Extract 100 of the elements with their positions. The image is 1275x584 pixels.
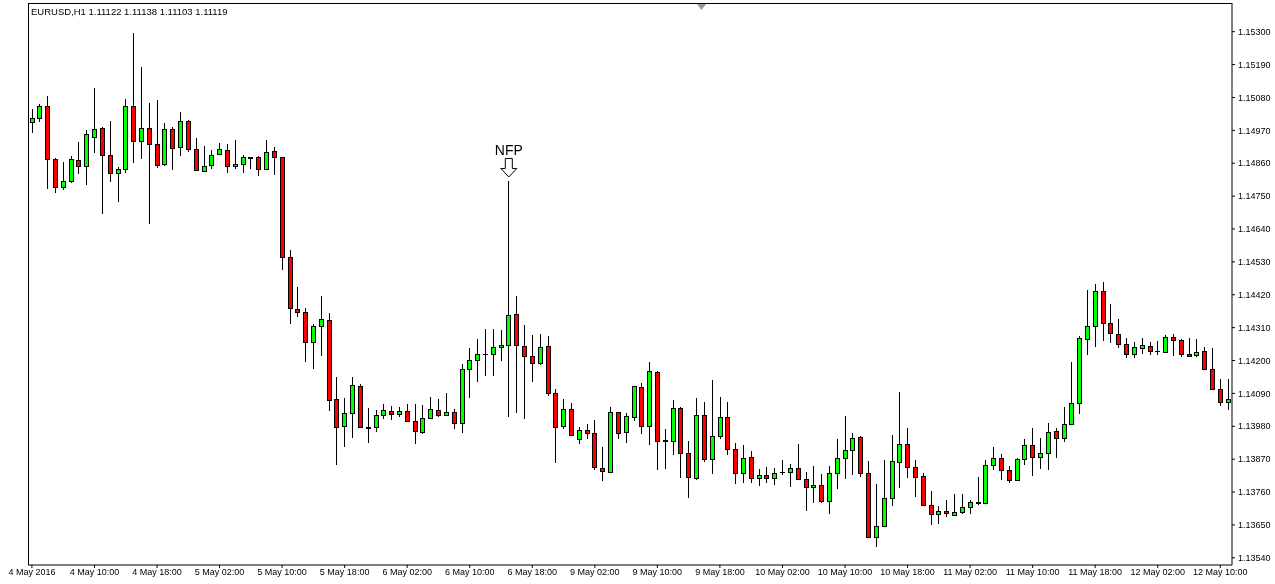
candlestick [1218, 378, 1223, 407]
candlestick [1108, 303, 1113, 344]
x-tick-label: 5 May 02:00 [194, 567, 245, 578]
candlestick [108, 120, 113, 183]
candlestick [710, 379, 715, 475]
candlestick [264, 139, 269, 171]
y-tick-label: 1.14200 [1238, 355, 1271, 366]
y-tick-label: 1.13870 [1238, 454, 1271, 465]
candlestick [76, 141, 81, 175]
y-tick-label: 1.14310 [1238, 322, 1271, 333]
x-tick-label: 11 May 02:00 [943, 567, 998, 578]
y-tick-label: 1.14090 [1238, 388, 1271, 399]
y-tick-label: 1.14860 [1238, 158, 1271, 169]
candlestick [1022, 438, 1027, 466]
candlestick [1038, 437, 1043, 470]
candlestick [749, 450, 754, 484]
candlestick [30, 108, 35, 134]
candlestick [147, 102, 152, 225]
x-tick-label: 11 May 10:00 [1005, 567, 1060, 578]
candlestick [420, 404, 425, 435]
candlestick [116, 166, 121, 203]
candlestick [960, 493, 965, 515]
candlestick [491, 328, 496, 377]
candlestick [538, 333, 543, 366]
chart-title: EURUSD,H1 1.11122 1.11138 1.11103 1.11119 [31, 6, 228, 18]
x-tick-label: 9 May 10:00 [632, 567, 683, 578]
candlestick [202, 145, 207, 172]
y-tick-label: 1.15190 [1238, 59, 1271, 70]
y-tick-label: 1.14420 [1238, 289, 1271, 300]
y-tick-label: 1.13650 [1238, 520, 1271, 531]
x-tick-label: 6 May 10:00 [444, 567, 495, 578]
candlestick [741, 444, 746, 484]
candlestick [256, 155, 261, 177]
y-tick-label: 1.14640 [1238, 224, 1271, 235]
candlestick [365, 407, 372, 444]
y-tick-label: 1.15300 [1238, 26, 1271, 37]
candlestick [530, 334, 535, 383]
candlestick [319, 295, 324, 357]
candlestick [913, 459, 918, 498]
candlestick [92, 87, 97, 154]
candlestick [413, 403, 418, 445]
candlestick [272, 146, 277, 176]
candlestick [467, 347, 472, 399]
candlestick [874, 483, 879, 548]
candlestick [975, 476, 982, 506]
candlestick [342, 397, 347, 448]
candlestick [905, 427, 910, 479]
candlestick [374, 409, 379, 433]
candlestick [452, 408, 457, 430]
x-tick-label: 9 May 18:00 [695, 567, 745, 578]
candlestick [624, 412, 629, 444]
x-tick-label: 9 May 02:00 [570, 567, 620, 578]
x-tick-label: 4 May 10:00 [69, 567, 120, 578]
candlestick [1069, 361, 1074, 425]
candlestick [194, 137, 199, 171]
candlestick [662, 428, 669, 470]
candlestick [819, 473, 824, 504]
candlestick [1085, 289, 1090, 356]
candlestick [155, 99, 160, 169]
y-tick-label: 1.13980 [1238, 421, 1271, 432]
y-tick-label: 1.14530 [1238, 257, 1271, 268]
x-tick-label: 12 May 02:00 [1130, 567, 1185, 578]
candlestick [718, 396, 723, 440]
y-tick-label: 1.14750 [1238, 191, 1271, 202]
candlestick [1210, 347, 1215, 390]
candlestick [796, 443, 801, 480]
x-tick-label: 10 May 18:00 [880, 567, 935, 578]
y-tick-label: 1.13760 [1238, 487, 1271, 498]
x-tick-label: 6 May 18:00 [507, 567, 558, 578]
candlestick [733, 442, 738, 485]
candlestick [69, 155, 74, 184]
candlestick [1046, 422, 1051, 471]
candlestick [1124, 337, 1129, 359]
candlestick [499, 329, 504, 362]
candlestick [139, 66, 144, 160]
y-tick-label: 1.14970 [1238, 125, 1271, 136]
candlestick [850, 432, 855, 476]
x-tick-label: 12 May 10:00 [1193, 567, 1248, 578]
candlestick [225, 143, 230, 174]
candlestick [1062, 406, 1067, 443]
candlestick [835, 438, 840, 490]
candlestick [1202, 346, 1207, 370]
candlestick [170, 126, 175, 171]
candlestick [561, 398, 566, 430]
candlestick [209, 149, 214, 170]
x-tick-label: 10 May 02:00 [755, 567, 810, 578]
x-tick-label: 11 May 18:00 [1068, 567, 1123, 578]
x-tick-label: 5 May 18:00 [319, 567, 370, 578]
candlestick [61, 161, 66, 191]
x-tick-label: 5 May 10:00 [257, 567, 307, 578]
candlestick [1030, 427, 1035, 477]
x-tick-label: 4 May 2016 [8, 567, 56, 578]
candlestick [616, 411, 621, 440]
candlestick [804, 471, 809, 512]
y-tick-label: 1.15080 [1238, 92, 1271, 103]
candlestick [522, 324, 527, 420]
candlestick [1116, 318, 1121, 349]
candlestick [897, 391, 902, 489]
candlestick [311, 323, 316, 370]
candlestick [788, 463, 793, 488]
